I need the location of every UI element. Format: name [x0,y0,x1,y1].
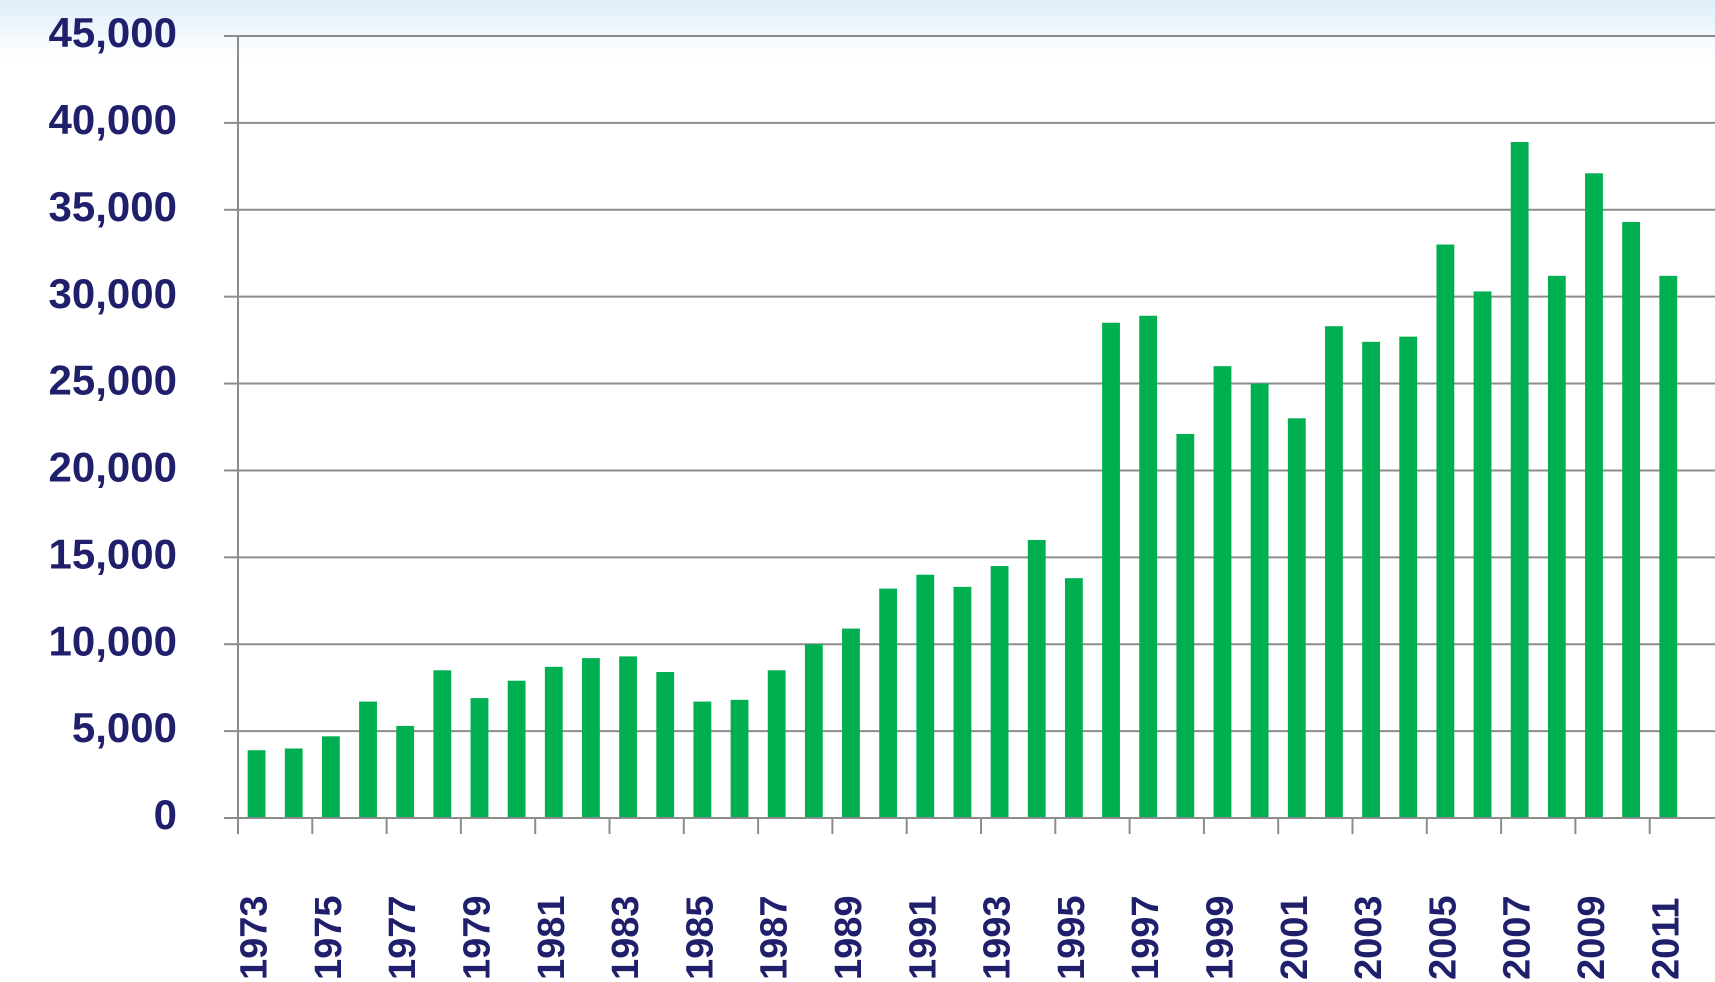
x-tick-label: 2009 [1571,895,1613,980]
bar [1436,244,1455,819]
bar [1362,341,1380,818]
bar [1622,221,1641,819]
x-tick-label: 1979 [457,895,499,980]
bar [1547,275,1566,818]
bar [284,748,303,818]
x-tick-label: 2007 [1497,895,1539,980]
y-tick-label: 40,000 [49,96,177,143]
bar [247,750,266,818]
y-tick-label: 20,000 [49,444,177,491]
x-tick-label: 2011 [1645,898,1687,980]
bar [1250,383,1269,818]
bar [1064,578,1083,818]
bar [321,736,340,818]
bar [730,699,749,818]
bar [804,644,823,818]
bar [767,670,786,818]
y-tick-label: 0 [154,791,177,838]
bar [1287,418,1306,818]
x-tick-label: 1977 [382,895,424,980]
bar [433,670,452,818]
x-tick-label: 1993 [977,895,1019,980]
bar [1213,366,1232,818]
bar [359,701,377,818]
bar [990,566,1009,818]
bar [1102,322,1120,818]
bar [582,658,600,818]
x-tick-label: 1975 [308,895,350,980]
bar [619,656,637,818]
x-tick-label: 1983 [605,895,647,980]
bar [916,574,935,818]
y-tick-label: 10,000 [49,617,177,664]
bar [842,628,860,818]
bar [656,672,675,818]
bar [1510,142,1529,818]
x-tick-label: 1995 [1051,895,1093,980]
x-tick-label: 1997 [1125,895,1167,980]
x-tick-label: 2003 [1348,895,1390,980]
bar [1585,173,1603,819]
y-tick-label: 45,000 [49,9,177,56]
x-tick-label: 1999 [1200,895,1242,980]
y-tick-label: 35,000 [49,183,177,230]
bar [1325,326,1343,818]
bar [544,666,563,818]
y-tick-label: 30,000 [49,270,177,317]
bar [396,725,415,818]
x-tick-label: 2001 [1274,895,1316,980]
x-tick-label: 1991 [902,895,944,980]
y-tick-label: 5,000 [72,704,177,751]
bar [953,586,972,818]
x-tick-label: 1985 [679,895,721,980]
bar [879,588,898,818]
bar [1027,539,1046,818]
bar [1659,275,1678,818]
y-tick-label: 25,000 [49,357,177,404]
x-tick-label: 1987 [754,895,796,980]
bar [1399,336,1418,818]
y-tick-label: 15,000 [49,530,177,577]
x-tick-label: 1973 [234,895,276,980]
x-tick-label: 1981 [531,895,573,980]
x-tick-label: 2005 [1422,895,1464,980]
bar [507,680,526,818]
bar [470,698,489,818]
bar [1139,315,1158,818]
x-tick-label: 1989 [828,895,870,980]
bar [1176,433,1195,818]
bar [693,701,712,818]
bar [1473,291,1492,818]
